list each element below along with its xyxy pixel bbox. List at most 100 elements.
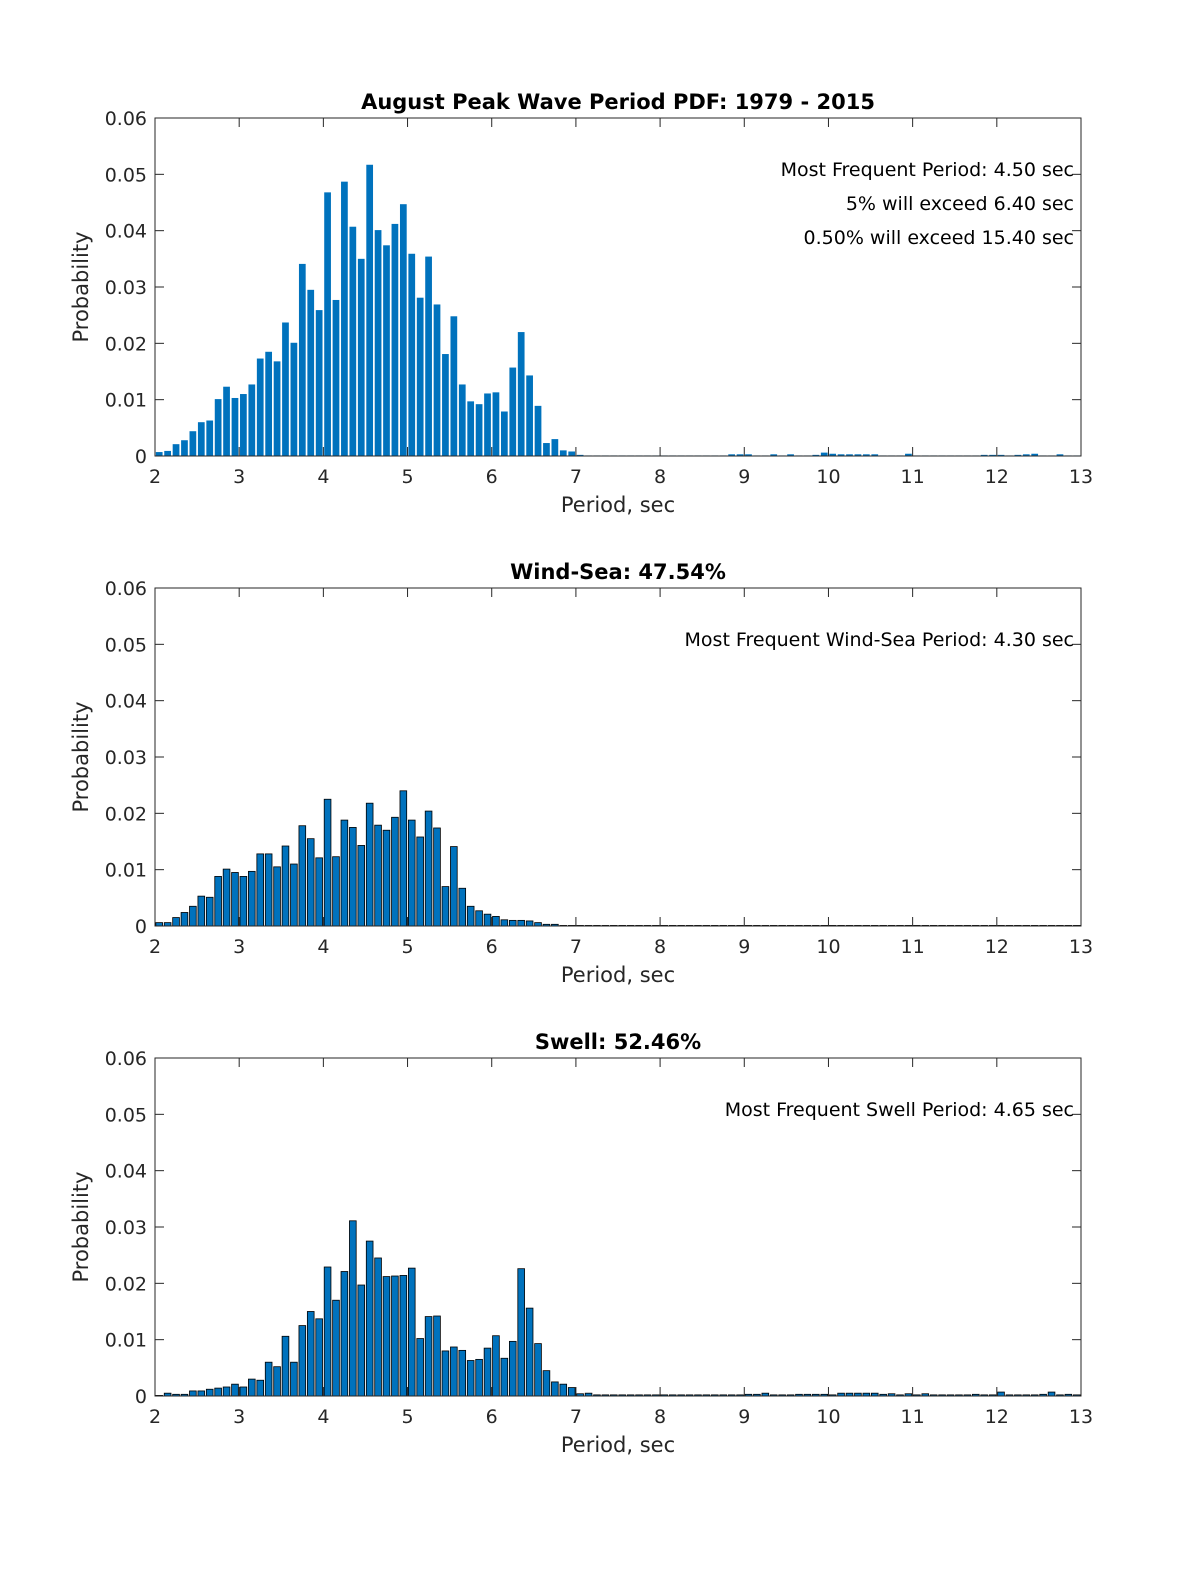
bar xyxy=(433,304,441,456)
pdf-annotation: 0.50% will exceed 15.40 sec xyxy=(804,227,1074,249)
bar xyxy=(475,404,483,456)
x-tick-label: 9 xyxy=(738,936,750,958)
x-tick-label: 12 xyxy=(985,1406,1009,1428)
bar xyxy=(416,1338,424,1397)
bar xyxy=(315,857,323,927)
bar xyxy=(298,825,307,927)
bar xyxy=(837,454,845,456)
bar xyxy=(525,1307,534,1397)
bar xyxy=(770,454,778,456)
bar xyxy=(357,258,365,456)
bar xyxy=(425,256,432,456)
bar xyxy=(450,1346,458,1397)
y-tick-label: 0.06 xyxy=(105,1048,147,1070)
bar xyxy=(433,827,441,927)
bar xyxy=(374,230,382,456)
bar xyxy=(391,223,399,456)
pdf-title: August Peak Wave Period PDF: 1979 - 2015 xyxy=(361,90,875,114)
wind-sea-annotation: Most Frequent Wind-Sea Period: 4.30 sec xyxy=(685,629,1074,651)
bar xyxy=(282,322,289,456)
pdf-y-axis-label: Probability xyxy=(69,231,93,342)
bar xyxy=(442,354,449,456)
x-tick-label: 13 xyxy=(1069,466,1093,488)
bar xyxy=(256,853,264,927)
bar xyxy=(214,1387,222,1397)
x-tick-label: 10 xyxy=(816,1406,840,1428)
bar xyxy=(349,226,357,456)
bar xyxy=(281,845,290,927)
bar xyxy=(223,386,230,456)
bar xyxy=(264,1361,273,1397)
bar xyxy=(407,1267,416,1397)
y-tick-label: 0.02 xyxy=(105,1273,147,1295)
swell-chart: 2 3 4 5 6 7 8 9 10 11 12 13 0 0.01 0.02 0.03 0.04 0.05 0.0… xyxy=(69,1030,1093,1457)
x-tick-label: 10 xyxy=(816,936,840,958)
bar xyxy=(407,819,416,927)
bar xyxy=(736,454,744,456)
bar xyxy=(467,401,475,456)
bar xyxy=(980,454,988,456)
y-tick-label: 0.01 xyxy=(105,390,147,412)
bar xyxy=(441,1350,450,1397)
bar xyxy=(567,1387,576,1397)
bar xyxy=(424,810,433,927)
y-tick-label: 0.06 xyxy=(105,578,147,600)
bar xyxy=(172,917,180,927)
bar xyxy=(391,816,399,927)
bar xyxy=(787,454,794,456)
bar xyxy=(349,827,357,927)
x-tick-label: 7 xyxy=(570,1406,582,1428)
bar xyxy=(189,431,197,456)
bar xyxy=(568,451,576,456)
x-tick-label: 2 xyxy=(149,936,161,958)
bar xyxy=(576,454,584,456)
bar xyxy=(357,1284,366,1397)
swell-x-axis-label: Period, sec xyxy=(561,1433,675,1457)
bar xyxy=(1014,454,1022,456)
bar xyxy=(290,342,298,456)
bar xyxy=(240,394,247,456)
x-tick-label: 9 xyxy=(738,1406,750,1428)
y-tick-label: 0 xyxy=(135,1386,147,1408)
x-tick-label: 11 xyxy=(901,936,925,958)
bar xyxy=(365,1240,374,1397)
bar xyxy=(273,1366,281,1397)
bar xyxy=(231,397,239,456)
bar xyxy=(1022,454,1030,456)
bar xyxy=(534,922,542,927)
bar xyxy=(382,1276,391,1397)
y-tick-label: 0.02 xyxy=(105,333,147,355)
bar xyxy=(197,422,205,456)
bar xyxy=(231,1383,239,1397)
bar xyxy=(172,444,180,456)
y-tick-label: 0 xyxy=(135,916,147,938)
wind-sea-chart: 2 3 4 5 6 7 8 9 10 11 12 13 0 0.01 0.02 0.03 0.04 0.05 0.0… xyxy=(69,560,1093,987)
swell-annotation: Most Frequent Swell Period: 4.65 sec xyxy=(725,1099,1074,1121)
bar xyxy=(298,1325,307,1397)
bar xyxy=(466,1360,475,1397)
bar xyxy=(155,452,163,456)
x-tick-label: 4 xyxy=(317,1406,329,1428)
y-tick-label: 0.01 xyxy=(105,1330,147,1352)
swell-bars xyxy=(155,1220,1081,1397)
bar xyxy=(484,393,491,456)
bar xyxy=(248,1378,256,1397)
bar xyxy=(551,439,559,456)
bar xyxy=(265,351,273,456)
bar xyxy=(273,866,281,927)
bar xyxy=(214,876,222,927)
bar xyxy=(366,164,374,456)
y-tick-label: 0.04 xyxy=(105,221,147,243)
bar xyxy=(509,919,517,927)
bar xyxy=(205,1388,214,1397)
y-tick-label: 0.05 xyxy=(105,634,147,656)
bar xyxy=(332,1299,340,1397)
x-tick-label: 5 xyxy=(401,466,413,488)
bar xyxy=(315,310,323,456)
wind-sea-y-axis-label: Probability xyxy=(69,701,93,812)
bar xyxy=(483,1347,492,1397)
y-tick-label: 0.05 xyxy=(105,1104,147,1126)
x-tick-label: 5 xyxy=(401,936,413,958)
x-tick-label: 6 xyxy=(486,1406,498,1428)
